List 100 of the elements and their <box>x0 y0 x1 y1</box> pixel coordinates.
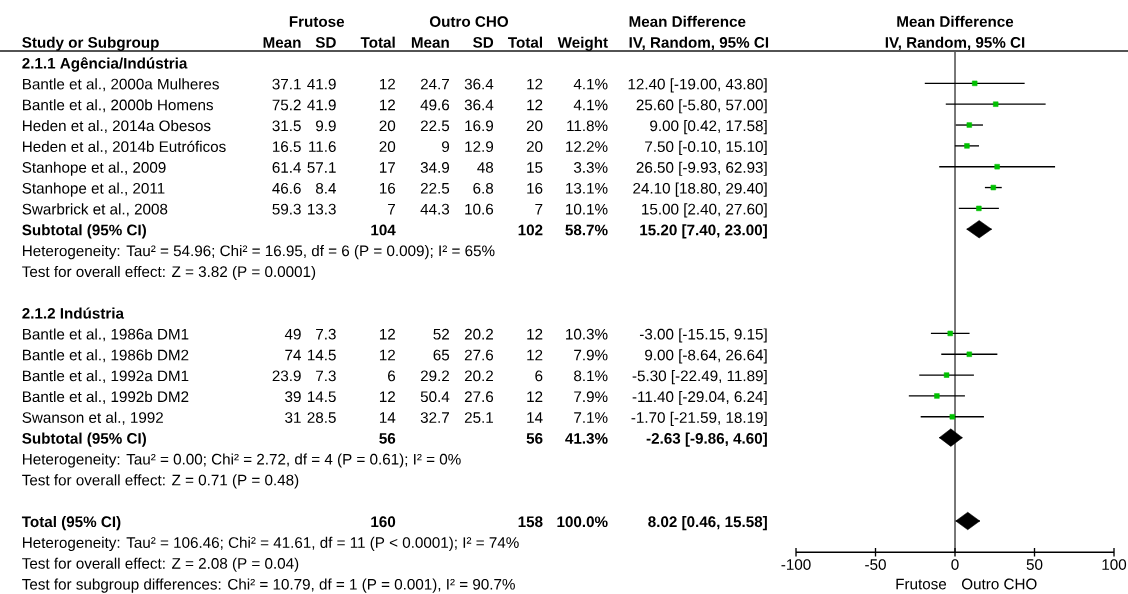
category-label: Swanson et al., 1992 <box>22 411 163 425</box>
data-label: 8.4 <box>315 182 336 194</box>
data-label: 16.9 <box>465 120 494 132</box>
data-label: 12 <box>527 78 543 90</box>
data-label: 25.60 [-5.80, 57.00] <box>636 99 767 114</box>
data-label: 22.5 <box>420 120 450 132</box>
data-label: 41.3% <box>565 433 608 444</box>
data-label: 15.20 [7.40, 23.00] <box>640 224 767 239</box>
data-label: 36.4 <box>464 78 494 90</box>
data-label: 29.2 <box>420 370 449 382</box>
data-label: 7.9% <box>574 349 608 361</box>
data-label: 25.1 <box>464 412 493 423</box>
data-label: 100.0% <box>557 516 608 528</box>
data-label: 11.6 <box>309 141 336 153</box>
legend-label: IV, Random, 95% CI <box>629 36 769 51</box>
data-label: 158 <box>518 516 543 528</box>
data-label: 17 <box>379 162 395 173</box>
data-label: 12 <box>379 349 395 361</box>
data-label: 75.2 <box>272 99 301 111</box>
legend-label: Total <box>508 36 542 48</box>
category-label: Subtotal (95% CI) <box>22 432 146 447</box>
data-label: 16 <box>527 182 543 194</box>
x-tick-label: 100 <box>1102 559 1127 570</box>
data-label: 8.1% <box>574 370 608 382</box>
data-label: 20 <box>379 120 396 132</box>
text: Outro CHO <box>961 578 1037 590</box>
category-label: Heden et al., 2014b Eutróficos <box>23 140 226 154</box>
point <box>964 143 970 149</box>
data-label: 16 <box>379 182 396 194</box>
text: Frutose <box>896 578 947 590</box>
data-label: 6.8 <box>473 182 494 194</box>
text: Outro CHO <box>429 16 509 27</box>
x-tick-label: 0 <box>951 559 959 570</box>
data-label: 39 <box>285 391 301 403</box>
data-label: 104 <box>371 224 396 236</box>
category-label: Bantle et al., 1992a DM1 <box>23 370 189 384</box>
data-label: 12 <box>527 349 543 361</box>
data-label: 44.3 <box>420 203 450 215</box>
data-label: 7.3 <box>316 328 336 340</box>
category-label: Test for overall effect: Z = 0.71 (P = 0.48) <box>22 474 299 489</box>
point <box>949 414 955 420</box>
legend-label: Weight <box>557 36 608 51</box>
point <box>990 184 996 191</box>
data-label: 41.9 <box>307 78 336 90</box>
data-label: 7.9% <box>574 391 608 403</box>
category-label: Heterogeneity: Tau² = 106.46; Chi² = 41.61, df = 11 (P < 0.0001); I² = 74% <box>23 536 519 551</box>
data-label: 32.7 <box>420 412 449 423</box>
data-label: 10.1% <box>566 203 608 215</box>
data-label: 36.4 <box>464 99 494 111</box>
legend-label: SD <box>315 37 336 48</box>
point <box>943 372 950 378</box>
data-label: 46.6 <box>272 182 301 194</box>
data-label: 58.7% <box>565 224 608 236</box>
data-label: 61.4 <box>272 162 301 173</box>
legend-label: Total <box>360 36 395 48</box>
data-label: 14 <box>527 412 543 423</box>
chart-title: Mean Difference <box>897 15 1014 27</box>
category-label: Test for overall effect: Z = 2.08 (P = 0.04) <box>22 557 299 572</box>
data-label: 23.9 <box>272 370 301 382</box>
data-label: 12.9 <box>465 141 494 153</box>
data-label: 59.3 <box>272 203 301 215</box>
data-label: 20 <box>526 120 543 132</box>
data-label: 20 <box>526 141 543 153</box>
data-label: 12 <box>527 328 543 340</box>
data-label: 10.3% <box>566 328 608 340</box>
data-label: 7.1% <box>574 412 608 423</box>
data-label: 15 <box>527 162 543 173</box>
data-label: 11.8% <box>567 120 608 132</box>
category-label: Heden et al., 2014a Obesos <box>23 120 211 133</box>
data-label: 22.5 <box>420 182 450 194</box>
data-label: 48 <box>477 162 494 173</box>
data-label: 14.5 <box>308 391 336 403</box>
legend-label: SD <box>473 37 494 48</box>
category-label: Bantle et al., 1992b DM2 <box>23 390 189 404</box>
point <box>939 428 963 447</box>
point <box>947 330 953 337</box>
text: Mean Difference <box>629 15 746 27</box>
data-label: 7.50 [-0.10, 15.10] <box>645 140 767 156</box>
category-label: Bantle et al., 2000a Mulheres <box>23 78 219 92</box>
data-label: 37.1 <box>272 78 301 90</box>
point <box>994 164 1000 170</box>
data-label: 31 <box>285 412 301 423</box>
data-label: 3.3% <box>573 162 608 173</box>
data-label: -5.30 [-22.49, 11.89] <box>632 370 767 385</box>
data-label: 52 <box>433 328 449 340</box>
category-label: Bantle et al., 1986a DM1 <box>23 328 189 342</box>
data-label: 13.3 <box>308 203 336 215</box>
data-label: 6 <box>535 370 543 382</box>
data-label: 13.1% <box>566 182 608 194</box>
data-label: 102 <box>518 224 543 236</box>
category-label: 2.1.1 Agência/Indústria <box>22 57 188 72</box>
data-label: 49 <box>284 328 301 340</box>
category-label: Test for subgroup differences: Chi² = 10.79, df = 1 (P = 0.001), I² = 90.7% <box>22 578 515 593</box>
data-label: -1.70 [-21.59, 18.19] <box>631 411 767 426</box>
data-label: 160 <box>371 516 396 528</box>
category-label: Swarbrick et al., 2008 <box>22 203 168 217</box>
data-label: 12 <box>527 99 543 111</box>
x-tick-label: -100 <box>781 559 811 570</box>
data-label: 56 <box>526 433 543 444</box>
point <box>955 511 981 531</box>
